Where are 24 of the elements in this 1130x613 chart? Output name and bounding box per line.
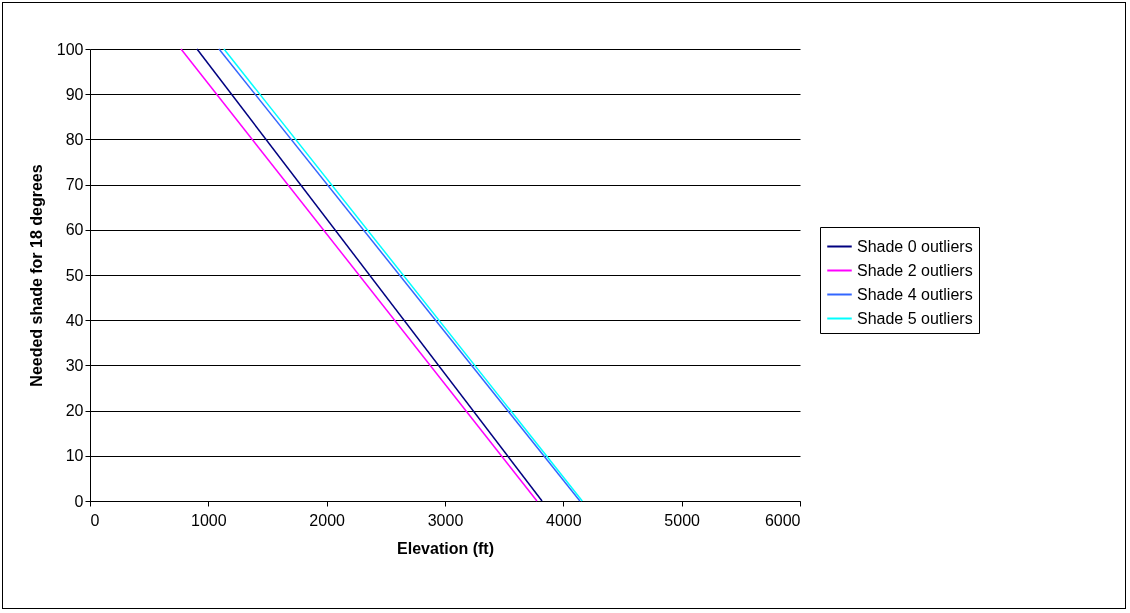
y-axis-title: Needed shade for 18 degrees xyxy=(27,164,45,387)
y-tick-label: 50 xyxy=(65,266,84,284)
x-tick-label: 6000 xyxy=(764,511,801,529)
y-tick-label: 30 xyxy=(65,356,84,374)
x-tick-label: 4000 xyxy=(546,511,582,529)
x-tick-label: 0 xyxy=(90,511,100,529)
x-axis-title: Elevation (ft) xyxy=(397,539,494,557)
y-tick-label: 40 xyxy=(65,311,84,329)
y-tick-label: 100 xyxy=(56,40,84,58)
y-tick-label: 90 xyxy=(65,85,84,103)
y-tick-label: 70 xyxy=(65,176,84,194)
y-tick-label: 20 xyxy=(65,402,84,420)
legend-label: Shade 5 outliers xyxy=(857,309,973,327)
y-tick-label: 0 xyxy=(74,492,84,510)
legend-label: Shade 0 outliers xyxy=(857,237,973,255)
y-tick-label: 10 xyxy=(65,447,84,465)
legend-label: Shade 4 outliers xyxy=(857,285,973,303)
x-tick-label: 1000 xyxy=(191,511,227,529)
y-tick-label: 60 xyxy=(65,221,84,239)
x-tick-label: 2000 xyxy=(309,511,346,529)
y-tick-label: 80 xyxy=(65,130,84,148)
x-tick-label: 5000 xyxy=(664,511,701,529)
legend-label: Shade 2 outliers xyxy=(857,261,973,279)
x-tick-label: 3000 xyxy=(427,511,464,529)
